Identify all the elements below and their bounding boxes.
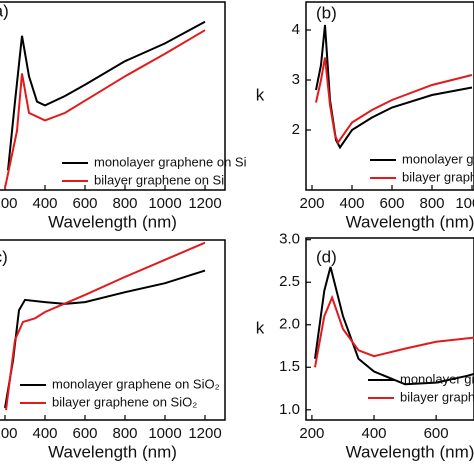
x-tick-label: 400 [339,195,364,212]
x-tick-label: 1200 [188,425,221,442]
y-tick-label: 1.0 [279,401,300,418]
x-tick-label: 600 [424,425,449,442]
y-axis-label: k [256,85,265,104]
panel-label: (a) [0,1,9,20]
x-tick-label: 400 [361,425,386,442]
panel: 200 400 600 800 1000 2 3 4 Wavelength (nm) k (b) mo… [256,1,474,231]
x-tick-label: 200 [299,425,324,442]
legend-text: monolayer graphe [402,151,474,166]
data-line [7,20,206,171]
x-tick-label: 600 [72,425,97,442]
plot-frame [0,1,226,191]
x-tick-label: 200 [299,195,324,212]
panel-label: (c) [0,247,8,266]
x-axis-label: Wavelength (nm) [346,212,474,231]
y-tick-label: 3.0 [279,231,300,248]
y-tick-label: 4 [292,21,300,38]
panel: 200 400 600 1.0 1.5 2.0 2.5 3.0 Wavelength (nm) k… [256,231,474,461]
y-tick-label: 3 [292,71,300,88]
legend-text: bilayer graphene on Si [94,172,224,187]
x-tick-label: 1000 [148,195,181,212]
panel: 200 400 600 800 1000 1200 Wavelength (nm) (a) mo… [0,1,247,231]
y-tick-label: 2.5 [279,273,300,290]
x-tick-label: 800 [419,195,444,212]
panel-label: (b) [316,3,337,22]
x-tick-label: 600 [72,195,97,212]
panel: 200 400 600 800 1000 1200 Wavelength (nm) (c) mo… [0,239,226,461]
panel-label: (d) [316,247,337,266]
data-line [314,294,474,368]
x-tick-label: 800 [112,195,137,212]
legend-text: monolayer graphene on Si [94,154,247,169]
y-tick-label: 1.5 [279,358,300,375]
data-line [4,29,206,189]
x-tick-label: 400 [32,195,57,212]
x-tick-label: 600 [379,195,404,212]
data-line [315,57,473,145]
x-axis-label: Wavelength (nm) [48,212,177,231]
x-tick-label: 200 [0,425,18,442]
x-tick-label: 1200 [188,195,221,212]
x-tick-label: 1000 [148,425,181,442]
x-axis-label: Wavelength (nm) [48,442,177,461]
x-tick-label: 400 [32,425,57,442]
y-tick-label: 2.0 [279,316,300,333]
legend-text: monolayer grap [400,371,474,386]
y-tick-label: 2 [292,121,300,138]
legend-text: bilayer graphene [402,169,474,184]
y-axis-label: k [256,318,265,337]
data-line [314,266,474,386]
x-tick-label: 1000 [455,195,474,212]
legend-text: bilayer graphene on SiO₂ [52,394,197,409]
x-tick-label: 200 [0,195,18,212]
legend-text: monolayer graphene on SiO₂ [52,376,220,391]
x-axis-label: Wavelength (nm) [346,442,474,461]
plot-frame [0,239,226,421]
data-line [5,241,206,411]
legend-text: bilayer graphene [400,389,474,404]
plot-frame [305,1,474,191]
plot-frame [305,237,474,421]
data-line [315,24,473,150]
x-tick-label: 800 [112,425,137,442]
